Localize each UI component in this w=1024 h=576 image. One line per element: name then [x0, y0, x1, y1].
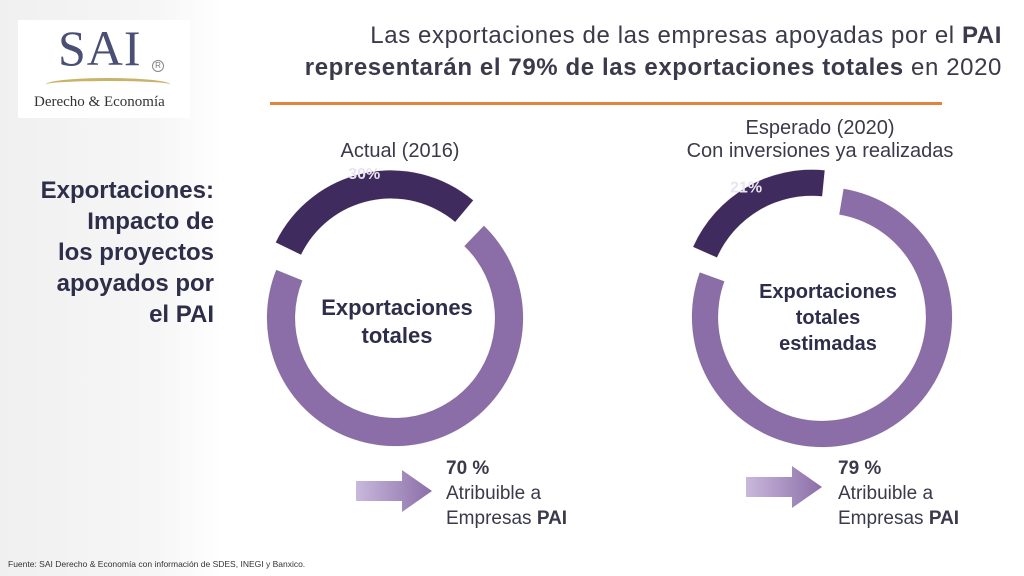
note-percent: 79 %	[838, 458, 882, 479]
chart-1-title: Actual (2016)	[340, 140, 460, 162]
pie-slice-empresas-pai	[266, 225, 524, 447]
note-percent: 70 %	[446, 458, 490, 479]
center-label-line: Exportaciones	[759, 281, 897, 303]
note-line: Empresas PAI	[446, 508, 568, 529]
slide-title-line-1: Las exportaciones de las empresas apoyad…	[370, 22, 1002, 49]
slice-data-label: 21%	[730, 179, 762, 196]
chart-1-note: 70 % Atribuible a Empresas PAI	[446, 456, 567, 531]
sidebar-title-line: apoyados por	[56, 270, 214, 297]
arrow-right-icon	[356, 470, 432, 512]
arrow-right-icon	[746, 466, 822, 508]
slide-title-line-2: representarán el 79% de las exportacione…	[304, 54, 1002, 81]
note-line: Atribuible a	[446, 483, 542, 504]
chart-2-note: 79 % Atribuible a Empresas PAI	[838, 456, 959, 531]
sai-logo: SAI R Derecho & Economía	[18, 20, 190, 118]
chart-2-title: Esperado (2020) Con inversiones ya reali…	[640, 117, 1000, 163]
logo-swoosh	[46, 78, 170, 91]
pie-slice-empresas-pai	[691, 188, 953, 448]
center-label-line: totales	[795, 307, 861, 329]
donut-chart-1: 30%	[266, 166, 524, 447]
chart-1-center-label: Exportaciones totales	[300, 294, 494, 350]
center-label-line: Exportaciones	[321, 295, 473, 320]
pie-slice-otras	[692, 169, 826, 259]
source-footnote: Fuente: SAI Derecho & Economía con infor…	[8, 559, 306, 569]
sidebar-title-line: los proyectos	[57, 239, 214, 266]
slide-title: Las exportaciones de las empresas apoyad…	[270, 20, 1002, 84]
registered-mark: R	[152, 60, 164, 72]
chart-2-title-line: Esperado (2020)	[745, 117, 895, 139]
note-line: Empresas PAI	[838, 508, 960, 529]
logo-text: SAI	[58, 20, 142, 76]
logo-subtitle: Derecho & Economía	[34, 94, 165, 110]
sidebar-title: Exportaciones: Impacto de los proyectos …	[14, 175, 214, 330]
title-divider	[270, 102, 942, 105]
note-line: Atribuible a	[838, 483, 934, 504]
chart-2-title-line: Con inversiones ya realizadas	[686, 140, 954, 162]
center-label-line: estimadas	[779, 333, 877, 355]
pie-slice-otras	[275, 169, 474, 256]
donut-chart-2: 21%	[691, 169, 953, 448]
sidebar-title-line: Impacto de	[87, 208, 214, 235]
sidebar-title-line: Exportaciones:	[40, 177, 214, 204]
sidebar-title-line: el PAI	[149, 301, 214, 328]
chart-2-center-label: Exportaciones totales estimadas	[730, 279, 926, 357]
center-label-line: totales	[361, 323, 433, 348]
slice-data-label: 30%	[348, 166, 380, 183]
